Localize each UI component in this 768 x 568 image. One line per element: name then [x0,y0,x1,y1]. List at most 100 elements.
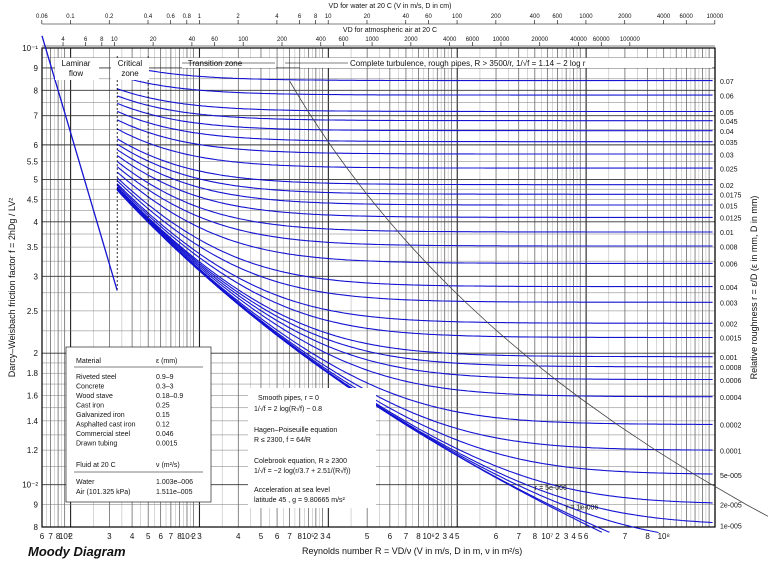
x-tick-label: 7 [287,532,292,541]
material-name: Concrete [76,384,105,391]
material-table-box [65,346,212,503]
material-roughness: 0.0015 [156,441,178,448]
x-tick-label: 10⁸ [658,532,670,541]
friction-curve [117,88,713,113]
x-tick-label: 6 [158,532,163,541]
top-axis-2-tick-label: 20000 [531,37,548,43]
material-roughness: 0.12 [156,422,170,429]
equations-box [248,388,376,508]
zone-label-transition: Transition zone [188,59,243,68]
x-tick-label: 7 [517,532,522,541]
friction-curve [116,161,713,233]
roughness-label: 0.06 [720,93,734,100]
top-axis-1-tick-label: 4000 [657,14,671,20]
top-axis-2-tick-label: 600 [338,37,349,43]
y-tick-label: 5 [34,175,39,184]
top-axis-2-tick-label: 20 [150,37,157,43]
top-axis-1-tick-label: 200 [491,14,502,20]
y-tick-label: 1.6 [27,392,39,401]
friction-curve [116,119,713,155]
friction-curve [117,102,713,132]
fluid-viscosity: 1.511e–005 [156,489,193,496]
friction-curve [116,187,713,368]
fluid-name: Water [76,479,95,486]
right-axis-label: Relative roughness r = ε/D (ε in mm, D i… [749,196,759,380]
zone-label-critical: zone [121,69,139,78]
top-axis-2-tick-label: 4 [61,37,65,43]
y-tick-label: 2 [34,349,39,358]
y-axis-label: Darcy–Weisbach friction factor f = 2hDg … [7,198,17,378]
y-tick-label: 1.8 [27,369,39,378]
top-axis-1-tick-label: 1000 [579,14,593,20]
x-tick-label: 4 [326,532,331,541]
roughness-label: 0.04 [720,129,734,136]
x-tick-label: 8 [177,532,182,541]
top-axis-1-tick-label: 2000 [618,14,632,20]
fluid-name: Air (101.325 kPa) [76,489,130,496]
plot-frame [41,47,716,528]
x-tick-label: 6 [275,532,280,541]
x-tick-label: 7 [169,532,174,541]
x-tick-label: 2 [435,532,440,541]
y-tick-label: 8 [34,86,39,95]
friction-curve [116,143,713,195]
roughness-label: 0.0001 [720,449,742,456]
x-tick-label: 6 [40,532,45,541]
friction-curve [116,188,713,398]
hagen-poiseuille-title: Hagen–Poiseuille equation [254,427,337,434]
friction-curve [116,187,713,381]
x-tick-label: 10⁷ [541,532,553,541]
top-axis-1-tick-label: 0.2 [105,14,114,20]
friction-curve [117,75,713,96]
top-axis-2-label: VD for atmospheric air at 20 C [343,27,437,34]
material-roughness: 0.18–0.9 [156,393,183,400]
x-tick-label: 8 [416,532,421,541]
friction-curve [116,138,713,186]
roughness-label: 0.0008 [720,365,742,372]
top-axis-1-tick-label: 0.8 [183,14,192,20]
curve-label: r = 5e-006 [535,485,567,492]
top-axis-2-tick-label: 200 [277,37,288,43]
material-roughness: 0.15 [156,412,170,419]
roughness-label: 0.01 [720,230,734,237]
friction-curve [116,171,713,264]
roughness-label: 2e-005 [720,503,742,510]
zone-label-bg [300,58,712,68]
roughness-label: 0.0015 [720,336,742,343]
y-tick-label: 8 [34,523,39,532]
x-tick-label: 2 [68,532,73,541]
zone-label-complete-turbulence: Complete turbulence, rough pipes, R > 35… [350,59,586,68]
y-tick-label: 9 [34,64,39,73]
material-table-header: Material [76,358,101,365]
x-tick-label: 5 [365,532,370,541]
roughness-label: 0.0002 [720,423,742,430]
fluid-table-header: ν (m²/s) [156,462,180,469]
x-tick-label: 6 [494,532,499,541]
roughness-label: 0.015 [720,203,738,210]
colebrook-equation: 1/√f = −2 log(r/3.7 + 2.51/(R√f)) [254,467,351,475]
material-roughness: 0.3–3 [156,384,174,391]
x-tick-label: 6 [388,532,393,541]
friction-curve [117,63,713,82]
top-axis-2-tick-label: 40000 [570,37,587,43]
x-tick-label: 7 [404,532,409,541]
roughness-label: 0.001 [720,355,738,362]
top-axis-1-tick-label: 8 [314,14,318,20]
roughness-label: 0.006 [720,262,738,269]
x-tick-label: 7 [623,532,628,541]
top-axis-2-tick-label: 8 [100,37,104,43]
top-axis-1-tick-label: 20 [364,14,371,20]
x-tick-label: 3 [443,532,448,541]
y-tick-label: 9 [34,501,39,510]
top-axis-2-tick-label: 40 [189,37,196,43]
x-tick-label: 5 [146,532,151,541]
friction-curve [117,95,713,122]
roughness-label: 0.0125 [720,216,742,223]
top-axis-1-tick-label: 6000 [680,14,694,20]
chart-title: Moody Diagram [28,544,126,559]
top-axis-2-tick-label: 6 [84,37,88,43]
roughness-label: 0.03 [720,152,734,159]
x-tick-label: 8 [298,532,303,541]
laminar-line [41,35,118,291]
curve-label: r = 1e-006 [566,505,598,512]
